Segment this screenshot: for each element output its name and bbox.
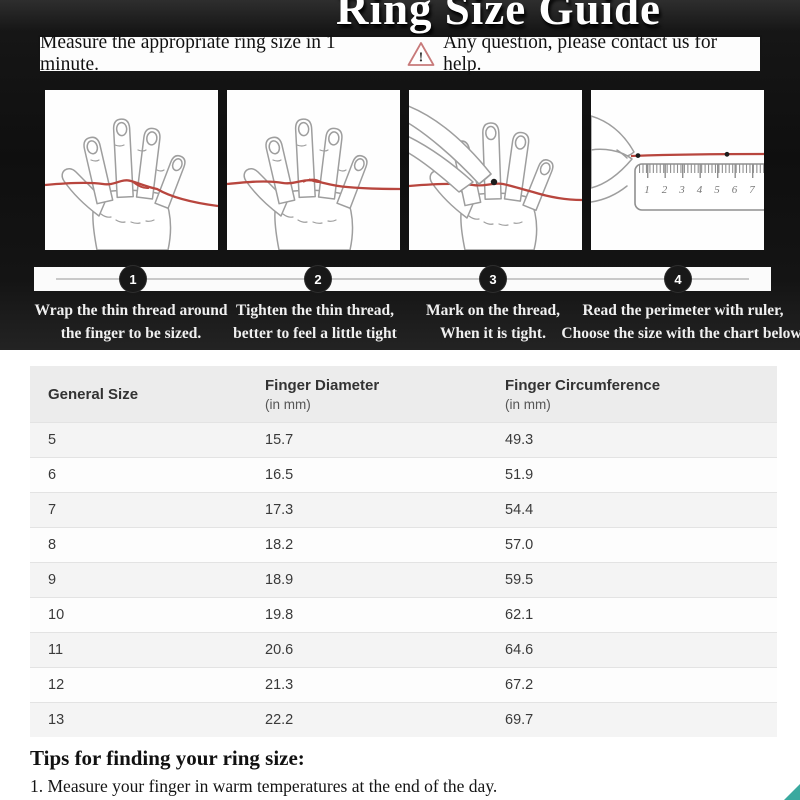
table-row: 9 18.9 59.5 <box>30 562 777 597</box>
step-circle-1: 1 <box>120 266 146 292</box>
table-row: 7 17.3 54.4 <box>30 492 777 527</box>
hand-illustration-step2 <box>227 90 400 250</box>
tip-item-1: 1. Measure your finger in warm temperatu… <box>30 776 498 796</box>
ruler-number: 1 <box>644 184 650 196</box>
table-row: 12 21.3 67.2 <box>30 667 777 702</box>
banner-text-right: Any question, please contact us for help… <box>443 32 718 75</box>
hero-section: Ring Size Guide Measure the appropriate … <box>0 0 800 350</box>
step-caption-2: Tighten the thin thread, better to feel … <box>233 302 397 342</box>
tips-section: Tips for finding your ring size: 1. Meas… <box>30 746 790 800</box>
ruler-illustration-step4: 1 2 3 4 5 6 7 <box>591 90 764 250</box>
warning-triangle-icon: ! <box>407 42 435 66</box>
table-row: 11 20.6 64.6 <box>30 632 777 667</box>
step-circle-4: 4 <box>665 266 691 292</box>
table-header: General Size Finger Diameter (in mm) Fin… <box>30 366 777 422</box>
step-caption-1: Wrap the thin thread around the finger t… <box>34 302 228 342</box>
table-row: 13 22.2 69.7 <box>30 702 777 737</box>
step-circle-2: 2 <box>305 266 331 292</box>
ruler-number: 2 <box>662 184 668 196</box>
step-caption-3: Mark on the thread, When it is tight. <box>425 302 561 342</box>
header-finger-circumference: Finger Circumference (in mm) <box>505 376 661 412</box>
header-finger-diameter: Finger Diameter (in mm) <box>265 376 380 412</box>
header-general-size: General Size <box>48 385 139 403</box>
hand-illustration-step1 <box>45 90 218 250</box>
hand-illustration-step3 <box>409 90 582 250</box>
table-row: 6 16.5 51.9 <box>30 457 777 492</box>
step-progress-bar: 1 2 3 4 <box>34 266 771 292</box>
ruler-number: 3 <box>678 184 685 196</box>
ruler-number: 4 <box>697 184 703 196</box>
step-caption-4: Read the perimeter with ruler, Choose th… <box>561 302 800 342</box>
ruler-number: 7 <box>749 184 755 196</box>
step-track-line <box>56 278 749 280</box>
step-circle-3: 3 <box>480 266 506 292</box>
table-row: 5 15.7 49.3 <box>30 422 777 457</box>
table-row: 8 18.2 57.0 <box>30 527 777 562</box>
ruler-number: 5 <box>714 184 720 196</box>
tips-heading: Tips for finding your ring size: <box>30 746 305 770</box>
page-title: Ring Size Guide <box>336 0 662 34</box>
banner-text-left: Measure the appropriate ring size in 1 m… <box>40 32 336 75</box>
table-row: 10 19.8 62.1 <box>30 597 777 632</box>
svg-text:!: ! <box>419 51 424 66</box>
instruction-banner: Measure the appropriate ring size in 1 m… <box>38 32 762 75</box>
ruler-number: 6 <box>732 184 738 196</box>
ring-size-table: General Size Finger Diameter (in mm) Fin… <box>30 366 777 737</box>
corner-accent <box>784 784 800 800</box>
